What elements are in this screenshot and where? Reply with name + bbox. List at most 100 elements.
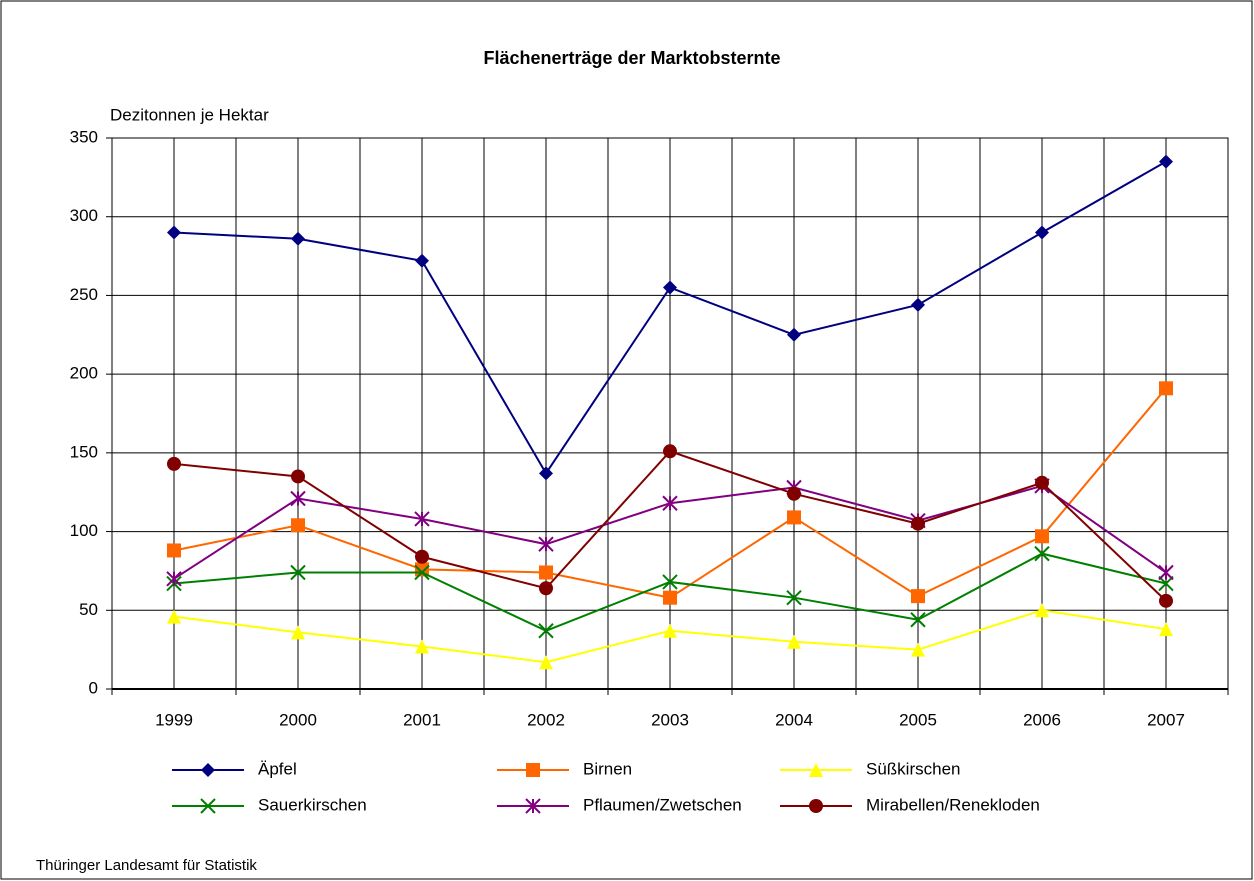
x-tick-label: 2001	[403, 710, 441, 729]
marker	[291, 625, 305, 640]
marker-shape	[663, 623, 677, 638]
marker	[1159, 622, 1173, 637]
y-tick-label: 0	[89, 678, 98, 697]
marker-shape	[787, 486, 801, 501]
marker-shape	[1034, 545, 1050, 562]
legend-label: Mirabellen/Renekloden	[866, 795, 1040, 814]
x-tick-label: 2002	[527, 710, 565, 729]
legend-label: Pflaumen/Zwetschen	[583, 795, 742, 814]
marker	[1034, 545, 1050, 562]
marker	[291, 231, 305, 246]
marker-shape	[415, 253, 429, 268]
marker	[539, 565, 553, 580]
marker-shape	[525, 798, 541, 814]
marker-shape	[1158, 575, 1174, 592]
y-tick-label: 150	[70, 442, 98, 461]
marker	[662, 495, 678, 511]
marker-shape	[290, 564, 306, 581]
marker	[414, 564, 430, 581]
marker	[787, 510, 801, 525]
marker-shape	[911, 297, 925, 312]
marker	[1158, 575, 1174, 592]
x-tick-label: 2006	[1023, 710, 1061, 729]
marker-shape	[1035, 603, 1049, 618]
marker-shape	[167, 543, 181, 558]
marker-shape	[166, 571, 182, 587]
marker	[291, 469, 305, 484]
marker-shape	[539, 466, 553, 481]
x-tick-label: 2004	[775, 710, 813, 729]
y-tick-label: 300	[70, 206, 98, 225]
marker	[201, 763, 215, 777]
marker-shape	[291, 231, 305, 246]
marker	[1035, 475, 1049, 490]
marker	[1159, 381, 1173, 396]
marker-shape	[911, 516, 925, 531]
marker-shape	[201, 763, 215, 777]
marker	[809, 763, 823, 777]
marker	[1158, 564, 1174, 581]
marker-shape	[291, 518, 305, 533]
marker-shape	[1159, 622, 1173, 637]
x-tick-label: 2003	[651, 710, 689, 729]
marker	[525, 798, 541, 814]
marker-shape	[910, 612, 926, 628]
marker-shape	[539, 581, 553, 596]
marker	[662, 574, 678, 590]
marker	[786, 589, 802, 606]
marker-shape	[538, 536, 554, 552]
marker-shape	[1158, 564, 1174, 581]
marker	[167, 609, 181, 624]
y-tick-label: 350	[70, 127, 98, 146]
marker-shape	[414, 511, 430, 527]
marker	[538, 623, 554, 639]
y-tick-label: 250	[70, 285, 98, 304]
marker-shape	[1035, 529, 1049, 544]
marker-shape	[662, 495, 678, 511]
marker	[167, 225, 181, 240]
marker-shape	[662, 574, 678, 590]
chart-title: Flächenerträge der Marktobsternte	[483, 48, 780, 68]
marker	[539, 581, 553, 596]
marker	[910, 612, 926, 628]
marker-shape	[786, 589, 802, 606]
marker-shape	[1035, 475, 1049, 490]
marker	[1035, 529, 1049, 544]
y-tick-label: 100	[70, 521, 98, 540]
marker-shape	[1035, 225, 1049, 240]
marker-shape	[415, 639, 429, 654]
y-tick-label: 200	[70, 364, 98, 383]
marker-shape	[809, 763, 823, 777]
marker-shape	[167, 456, 181, 471]
legend-label: Äpfel	[258, 759, 297, 778]
legend-label: Birnen	[583, 759, 632, 778]
marker	[663, 590, 677, 605]
marker	[787, 634, 801, 649]
marker-shape	[1159, 593, 1173, 608]
marker	[415, 639, 429, 654]
x-tick-label: 2005	[899, 710, 937, 729]
marker	[663, 280, 677, 295]
marker	[787, 486, 801, 501]
marker	[414, 511, 430, 527]
marker-shape	[787, 510, 801, 525]
marker	[291, 518, 305, 533]
marker	[787, 327, 801, 342]
marker-shape	[809, 799, 823, 813]
marker	[166, 571, 182, 587]
marker	[290, 564, 306, 581]
marker	[809, 799, 823, 813]
marker-shape	[291, 625, 305, 640]
marker	[539, 655, 553, 670]
marker-shape	[911, 589, 925, 604]
x-tick-label: 2000	[279, 710, 317, 729]
marker-shape	[167, 609, 181, 624]
marker-shape	[414, 564, 430, 581]
marker	[415, 549, 429, 564]
marker	[167, 543, 181, 558]
marker-shape	[663, 590, 677, 605]
marker-shape	[663, 444, 677, 459]
legend-label: Süßkirschen	[866, 759, 960, 778]
marker	[290, 490, 306, 507]
x-tick-label: 1999	[155, 710, 193, 729]
